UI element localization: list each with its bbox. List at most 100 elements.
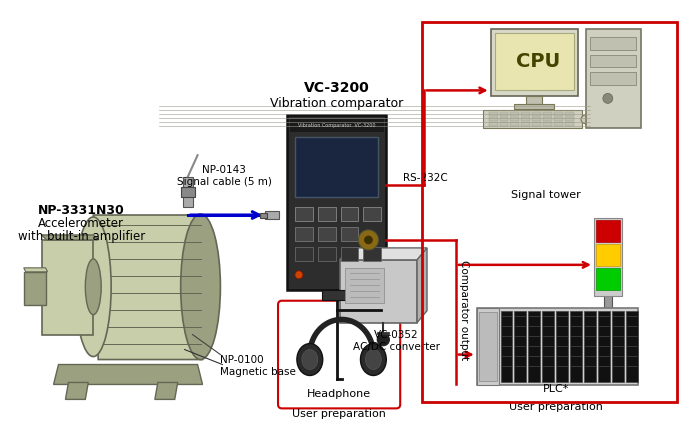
Bar: [341, 227, 358, 241]
Bar: [341, 247, 358, 261]
Bar: [488, 122, 497, 126]
Bar: [499, 122, 508, 126]
Text: NP-0143: NP-0143: [202, 165, 246, 175]
Bar: [363, 207, 382, 221]
Bar: [594, 218, 622, 296]
Bar: [479, 312, 497, 381]
Bar: [528, 311, 540, 382]
Bar: [565, 122, 574, 126]
Circle shape: [378, 333, 389, 346]
Polygon shape: [93, 215, 202, 359]
Polygon shape: [340, 248, 427, 260]
Bar: [532, 117, 541, 121]
Text: NP-3331N30: NP-3331N30: [38, 204, 124, 216]
Text: NP-0100: NP-0100: [220, 355, 264, 365]
Bar: [532, 112, 541, 116]
Text: CPU: CPU: [516, 52, 560, 71]
Bar: [543, 117, 552, 121]
Circle shape: [603, 94, 613, 103]
Ellipse shape: [581, 114, 595, 124]
Bar: [556, 311, 568, 382]
Bar: [554, 122, 563, 126]
Polygon shape: [155, 382, 178, 399]
Bar: [345, 268, 384, 303]
Bar: [565, 117, 574, 121]
Bar: [584, 311, 596, 382]
Bar: [295, 227, 313, 241]
Bar: [521, 112, 530, 116]
Bar: [590, 55, 635, 68]
Polygon shape: [24, 272, 46, 305]
Bar: [488, 117, 497, 121]
Text: PLC*: PLC*: [543, 385, 569, 394]
Ellipse shape: [297, 344, 323, 375]
Bar: [488, 112, 497, 116]
Bar: [287, 115, 386, 290]
Bar: [483, 110, 582, 128]
Bar: [321, 290, 352, 300]
Bar: [586, 29, 641, 128]
Bar: [543, 112, 552, 116]
Bar: [626, 311, 637, 382]
Polygon shape: [42, 240, 93, 335]
Bar: [543, 122, 552, 126]
Polygon shape: [417, 248, 427, 323]
Bar: [554, 117, 563, 121]
Bar: [510, 122, 519, 126]
Bar: [590, 72, 635, 85]
Text: VC-0352: VC-0352: [374, 330, 419, 339]
Circle shape: [295, 271, 303, 279]
Bar: [554, 112, 563, 116]
Bar: [183, 177, 193, 207]
Bar: [565, 112, 574, 116]
Bar: [363, 247, 382, 261]
Polygon shape: [340, 260, 417, 323]
Text: Vibration comparator: Vibration comparator: [270, 97, 404, 110]
Text: RS-232C: RS-232C: [403, 173, 448, 183]
Polygon shape: [53, 365, 202, 385]
Bar: [590, 36, 635, 49]
Bar: [514, 104, 554, 110]
Bar: [295, 207, 313, 221]
Bar: [477, 308, 499, 385]
Bar: [501, 311, 512, 382]
Bar: [510, 112, 519, 116]
Ellipse shape: [588, 323, 628, 336]
Bar: [514, 311, 527, 382]
Text: Headphone: Headphone: [306, 389, 371, 399]
Bar: [598, 311, 610, 382]
Bar: [318, 247, 336, 261]
Bar: [495, 32, 574, 90]
Bar: [181, 187, 194, 197]
Text: Accelerometer: Accelerometer: [38, 217, 124, 230]
Bar: [604, 295, 611, 333]
Bar: [341, 207, 358, 221]
Text: User preparation: User preparation: [509, 402, 603, 412]
Text: Comparator output: Comparator output: [459, 259, 469, 360]
Polygon shape: [42, 235, 98, 240]
Ellipse shape: [181, 214, 220, 359]
Bar: [596, 268, 620, 290]
Bar: [295, 247, 313, 261]
Polygon shape: [24, 268, 48, 272]
Ellipse shape: [302, 349, 318, 369]
Bar: [596, 244, 620, 266]
Bar: [265, 211, 279, 219]
Bar: [295, 137, 378, 197]
Bar: [521, 117, 530, 121]
Text: Signal tower: Signal tower: [512, 190, 581, 200]
Polygon shape: [66, 382, 88, 399]
Bar: [596, 220, 620, 242]
Bar: [521, 122, 530, 126]
Ellipse shape: [75, 217, 111, 356]
Text: with built-in amplifier: with built-in amplifier: [18, 230, 145, 243]
Text: Magnetic base: Magnetic base: [220, 366, 296, 377]
Bar: [499, 112, 508, 116]
Text: Vibration Comparator  VC-3200: Vibration Comparator VC-3200: [298, 123, 376, 128]
FancyBboxPatch shape: [278, 301, 400, 408]
Bar: [570, 311, 582, 382]
Bar: [490, 29, 578, 97]
Ellipse shape: [360, 344, 386, 375]
Bar: [477, 308, 637, 385]
Circle shape: [358, 230, 378, 250]
